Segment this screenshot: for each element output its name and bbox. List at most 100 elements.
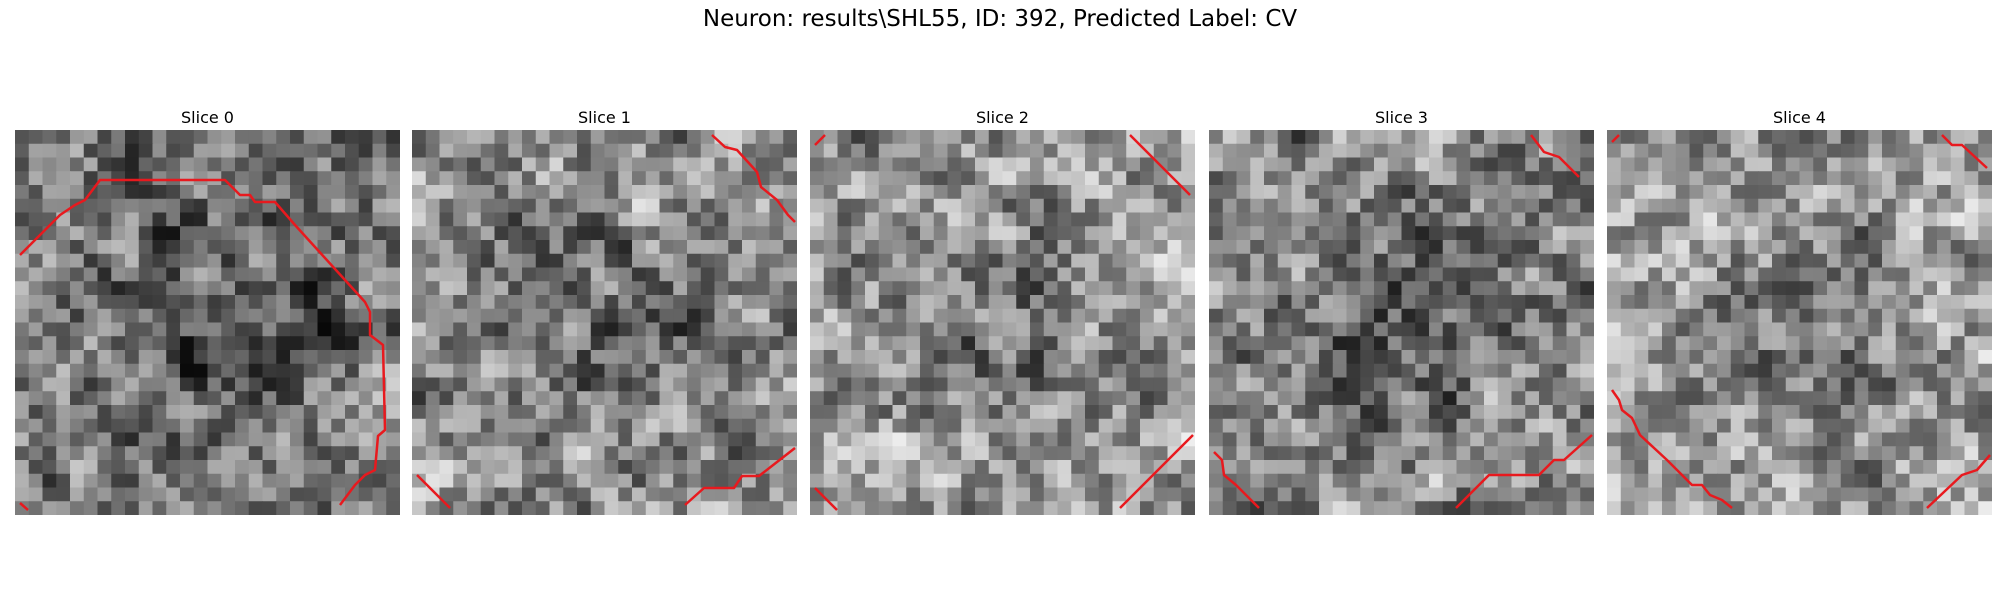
pixel [1456,295,1471,310]
pixel [345,377,360,392]
pixel [1895,363,1911,379]
pixel [1126,212,1141,227]
pixel [125,501,140,515]
pixel [42,308,57,324]
pixel [783,418,797,434]
pixel [1785,322,1801,337]
pixel [1277,267,1293,282]
pixel [549,432,564,447]
pixel [248,253,264,269]
pixel [1675,418,1691,434]
pixel [961,501,976,515]
pixel [837,212,852,227]
pixel [372,473,387,489]
pixel [659,432,674,447]
pixel [1497,432,1513,447]
pixel [1332,226,1348,241]
pixel [769,391,784,406]
pixel [83,130,99,145]
pixel [15,336,30,351]
pixel [1153,130,1169,145]
pixel [1882,322,1897,337]
pixel [1387,308,1403,324]
contour-0 [19,178,387,511]
pixel [439,446,454,461]
pixel [1016,391,1031,406]
pixel [1415,226,1430,241]
pixel [1085,432,1100,447]
pixel [1909,473,1924,489]
pixel [1112,473,1127,489]
pixel [1703,308,1718,324]
contour-line [1926,454,1991,509]
pixel [823,418,839,434]
pixel [1126,240,1141,255]
pixel [892,198,907,214]
pixel [1923,377,1938,392]
pixel [221,446,236,461]
pixel [372,308,387,324]
pixel [494,295,509,310]
pixel [1827,226,1842,241]
pixel [823,295,839,310]
pixel [1854,446,1869,461]
pixel [865,308,880,324]
pixel [15,350,30,365]
pixel [947,501,962,515]
pixel [1895,295,1911,310]
pixel [1964,240,1979,255]
pixel [906,171,921,186]
pixel [1332,143,1348,159]
pixel [1401,487,1416,502]
pixel [166,281,181,296]
pixel [645,253,661,269]
pixel [783,391,797,406]
pixel [1222,418,1238,434]
pixel [961,432,976,447]
pixel [1868,143,1883,159]
pixel [276,336,291,351]
pixel [577,212,592,227]
pixel [1456,405,1471,420]
pixel [728,157,743,172]
pixel [1016,295,1031,310]
pixel [467,308,482,324]
pixel [1566,281,1581,296]
pixel [56,267,71,282]
pixel [1978,226,1992,241]
pixel [1511,130,1526,145]
pixel [1140,391,1155,406]
pixel [933,391,949,406]
pixel [425,308,441,324]
pixel [345,253,360,269]
pixel [1758,157,1773,172]
pixel [290,240,305,255]
pixel [1813,143,1828,159]
pixel [1909,267,1924,282]
pixel [1964,350,1979,365]
pixel [837,405,852,420]
pixel [1552,240,1568,255]
pixel [28,143,44,159]
pixel [1456,212,1471,227]
pixel [1497,460,1513,475]
pixel [412,130,427,145]
pixel [1401,501,1416,515]
pixel [1291,171,1306,186]
pixel [1758,185,1773,200]
pixel [1785,377,1801,392]
pixel [358,267,374,282]
pixel [1374,322,1389,337]
pixel [1827,460,1842,475]
pixel [1854,391,1869,406]
pixel [1098,363,1114,379]
pixel [1840,308,1856,324]
pixel [386,226,400,241]
pixel [1675,130,1691,145]
pixel [1167,501,1182,515]
pixel [494,473,509,489]
pixel [1484,157,1499,172]
pixel [906,446,921,461]
pixel [303,446,319,461]
pixel [193,143,209,159]
